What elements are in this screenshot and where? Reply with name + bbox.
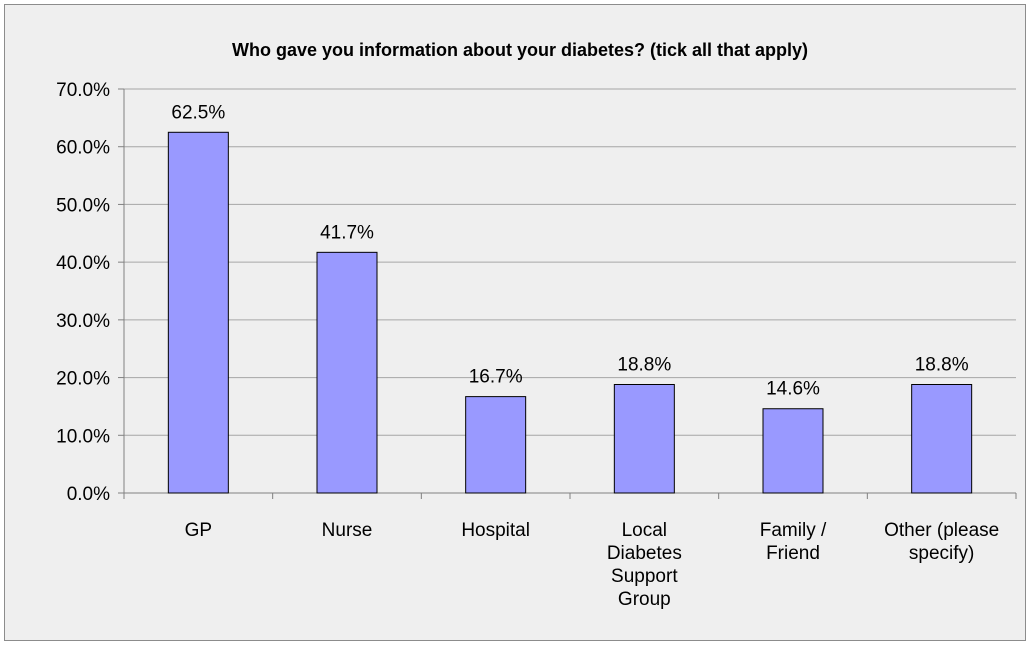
data-label: 41.7%	[320, 222, 374, 243]
y-tick-label: 70.0%	[56, 80, 110, 101]
gridlines	[124, 88, 1016, 436]
y-tick-label: 40.0%	[56, 253, 110, 274]
data-label: 62.5%	[171, 102, 225, 123]
data-labels: 62.5% 41.7% 16.7% 18.8% 14.6% 18.8%	[171, 102, 968, 399]
y-tick-label: 50.0%	[56, 195, 110, 216]
bar	[316, 251, 378, 494]
category-label: Other (please specify)	[884, 520, 999, 564]
bar	[911, 383, 973, 494]
bar	[762, 408, 824, 494]
bar	[465, 396, 527, 494]
category-label: Local Diabetes Support Group	[607, 520, 682, 610]
category-labels: GP Nurse Hospital Local Diabetes Support Group…	[185, 520, 1000, 610]
data-label: 18.8%	[915, 354, 969, 375]
data-label: 18.8%	[617, 354, 671, 375]
bar	[167, 131, 229, 494]
bar	[613, 383, 675, 494]
category-label: Hospital	[461, 520, 530, 541]
y-tick-label: 0.0%	[67, 484, 110, 505]
category-label: Family / Friend	[760, 520, 827, 564]
y-axis-tick-labels: 0.0% 10.0% 20.0% 30.0% 40.0% 50.0% 60.0% 70.0%	[56, 80, 110, 505]
data-label: 14.6%	[766, 379, 820, 400]
category-label: GP	[185, 520, 212, 541]
y-tick-label: 20.0%	[56, 369, 110, 390]
axes	[118, 88, 1017, 499]
data-label: 16.7%	[469, 367, 523, 388]
bars	[167, 131, 973, 494]
y-tick-label: 30.0%	[56, 311, 110, 332]
chart-title: Who gave you information about your diab…	[232, 40, 808, 60]
y-tick-label: 10.0%	[56, 426, 110, 447]
y-tick-label: 60.0%	[56, 138, 110, 159]
category-label: Nurse	[322, 520, 373, 541]
